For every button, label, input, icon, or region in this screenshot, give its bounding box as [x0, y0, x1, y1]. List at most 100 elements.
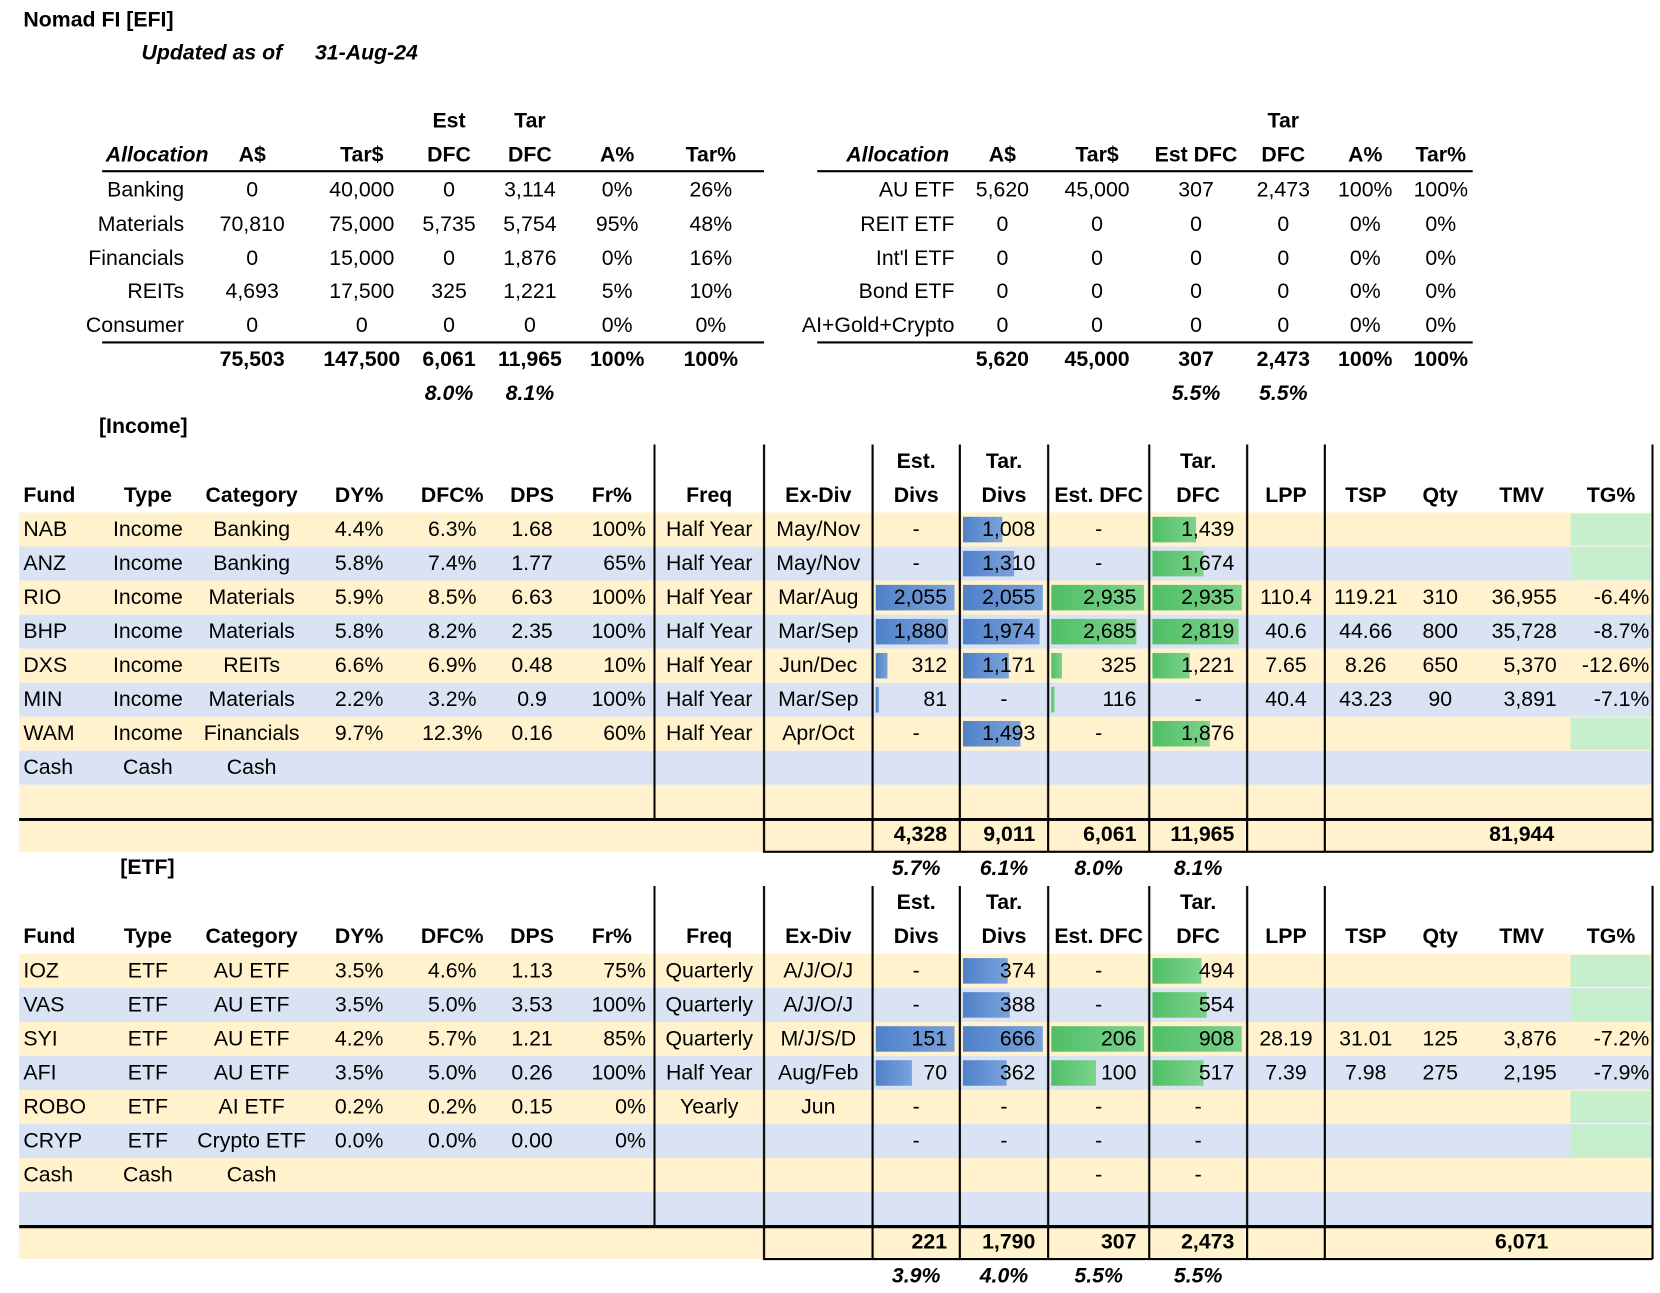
cell: Mar/Aug — [778, 585, 859, 610]
alloc-value: 0% — [1425, 246, 1457, 270]
cell: 6.63 — [511, 585, 553, 610]
cell: - — [1194, 688, 1202, 712]
totals-top-rule — [19, 1225, 1653, 1229]
column-border — [1047, 885, 1050, 1227]
column-border — [1148, 885, 1151, 1227]
alloc-total: 5,620 — [975, 347, 1030, 372]
cell: 0.2% — [334, 1095, 384, 1119]
data-bar — [963, 1060, 1007, 1086]
alloc-total: 100% — [589, 347, 645, 372]
cell: Aug/Feb — [778, 1061, 859, 1085]
cell: VAS — [23, 993, 65, 1017]
alloc-total: 100% — [1338, 347, 1393, 372]
cell: Income — [113, 517, 183, 542]
cell: May/Nov — [776, 517, 861, 542]
cell: A/J/O/J — [783, 959, 854, 983]
cell: ETF — [127, 1129, 169, 1153]
alloc-header: Est DFC — [427, 109, 471, 167]
total-pct: 4.0% — [979, 1264, 1029, 1288]
alloc-value: 0% — [1349, 246, 1381, 270]
cell: Income — [113, 585, 183, 610]
cell: 44.66 — [1339, 619, 1393, 644]
cell: 3,876 — [1503, 1027, 1557, 1051]
cell: 3.5% — [334, 1061, 384, 1085]
column-header: Est. DFC — [1054, 925, 1144, 949]
cell: 312 — [911, 653, 948, 678]
cell: 1,880 — [893, 619, 948, 644]
cell: 1,439 — [1181, 517, 1235, 542]
cell: 10% — [603, 653, 646, 678]
alloc-total-pct: 8.1% — [505, 381, 555, 406]
alloc-value: 16% — [689, 246, 733, 270]
cell: Jun/Dec — [779, 653, 858, 678]
cell: 4.4% — [334, 517, 384, 542]
data-bar — [875, 1060, 913, 1086]
cell: 5.8% — [334, 619, 384, 644]
alloc-value: 0 — [443, 246, 455, 270]
cell: 2,055 — [982, 585, 1036, 610]
cell: Financials — [203, 722, 300, 746]
column-header: Fund — [23, 925, 76, 949]
cell: 650 — [1422, 653, 1459, 678]
alloc-value: 70,810 — [219, 212, 285, 236]
column-header: Type — [123, 925, 172, 949]
cell: 0.16 — [511, 722, 553, 746]
totals-top-rule — [19, 817, 1653, 821]
alloc-value: 0% — [1425, 279, 1457, 304]
cell: 1,008 — [982, 517, 1036, 542]
cell: ROBO — [23, 1095, 87, 1119]
data-bar — [963, 550, 1014, 577]
alloc-header: A$ — [988, 143, 1016, 167]
column-border — [762, 885, 766, 1227]
alloc-value: 0% — [1425, 212, 1457, 236]
cell: 7.4% — [427, 551, 477, 576]
cell: 110.4 — [1260, 585, 1312, 610]
cell: - — [912, 722, 920, 746]
column-border — [1651, 444, 1654, 819]
cell: 85% — [603, 1027, 646, 1051]
alloc-header: Tar DFC — [1261, 109, 1306, 167]
cell: 310 — [1422, 585, 1459, 610]
cell: Income — [113, 688, 183, 712]
column-border — [1148, 1226, 1151, 1260]
row-fill — [19, 1089, 1653, 1125]
column-header: Freq — [686, 483, 733, 508]
alloc-value: 0 — [1277, 212, 1290, 236]
data-bar — [1152, 958, 1202, 984]
column-header: DPS — [510, 483, 554, 508]
alloc-value: 0 — [443, 313, 455, 338]
alloc-value: 0 — [1277, 246, 1290, 270]
cell: 1.77 — [511, 551, 553, 576]
column-border — [1323, 885, 1326, 1227]
alloc-total: 2,473 — [1256, 347, 1310, 372]
column-border — [1148, 818, 1151, 852]
row-fill — [19, 648, 1653, 683]
row-fill — [19, 1158, 1653, 1193]
alloc-value: 0% — [695, 313, 727, 338]
tg-highlight — [1570, 547, 1651, 580]
cell: Income — [113, 619, 183, 644]
alloc-total: 75,503 — [219, 347, 285, 372]
alloc-label: Banking — [107, 178, 185, 203]
cell: 1.21 — [511, 1027, 553, 1051]
cell: 2,195 — [1503, 1061, 1557, 1085]
alloc-value: 0 — [443, 178, 455, 203]
data-bar — [875, 686, 879, 713]
data-bar — [1051, 618, 1137, 645]
column-header: Tar. Divs — [981, 891, 1027, 949]
total-cell: 221 — [911, 1230, 948, 1254]
column-border — [1246, 1226, 1249, 1260]
data-bar — [875, 652, 888, 679]
column-header: Est. Divs — [893, 891, 939, 949]
alloc-value: 100% — [1413, 178, 1469, 203]
alloc-header: Tar% — [685, 143, 737, 167]
alloc-value: 0 — [246, 246, 259, 270]
column-header: Fr% — [591, 483, 632, 508]
column-header: DFC% — [420, 483, 484, 508]
cell: Cash — [23, 756, 74, 780]
cell: 70 — [923, 1061, 948, 1085]
cell: - — [1000, 1129, 1008, 1153]
cell: 3.2% — [427, 688, 477, 712]
column-border — [762, 444, 766, 819]
data-bar — [1152, 550, 1204, 577]
